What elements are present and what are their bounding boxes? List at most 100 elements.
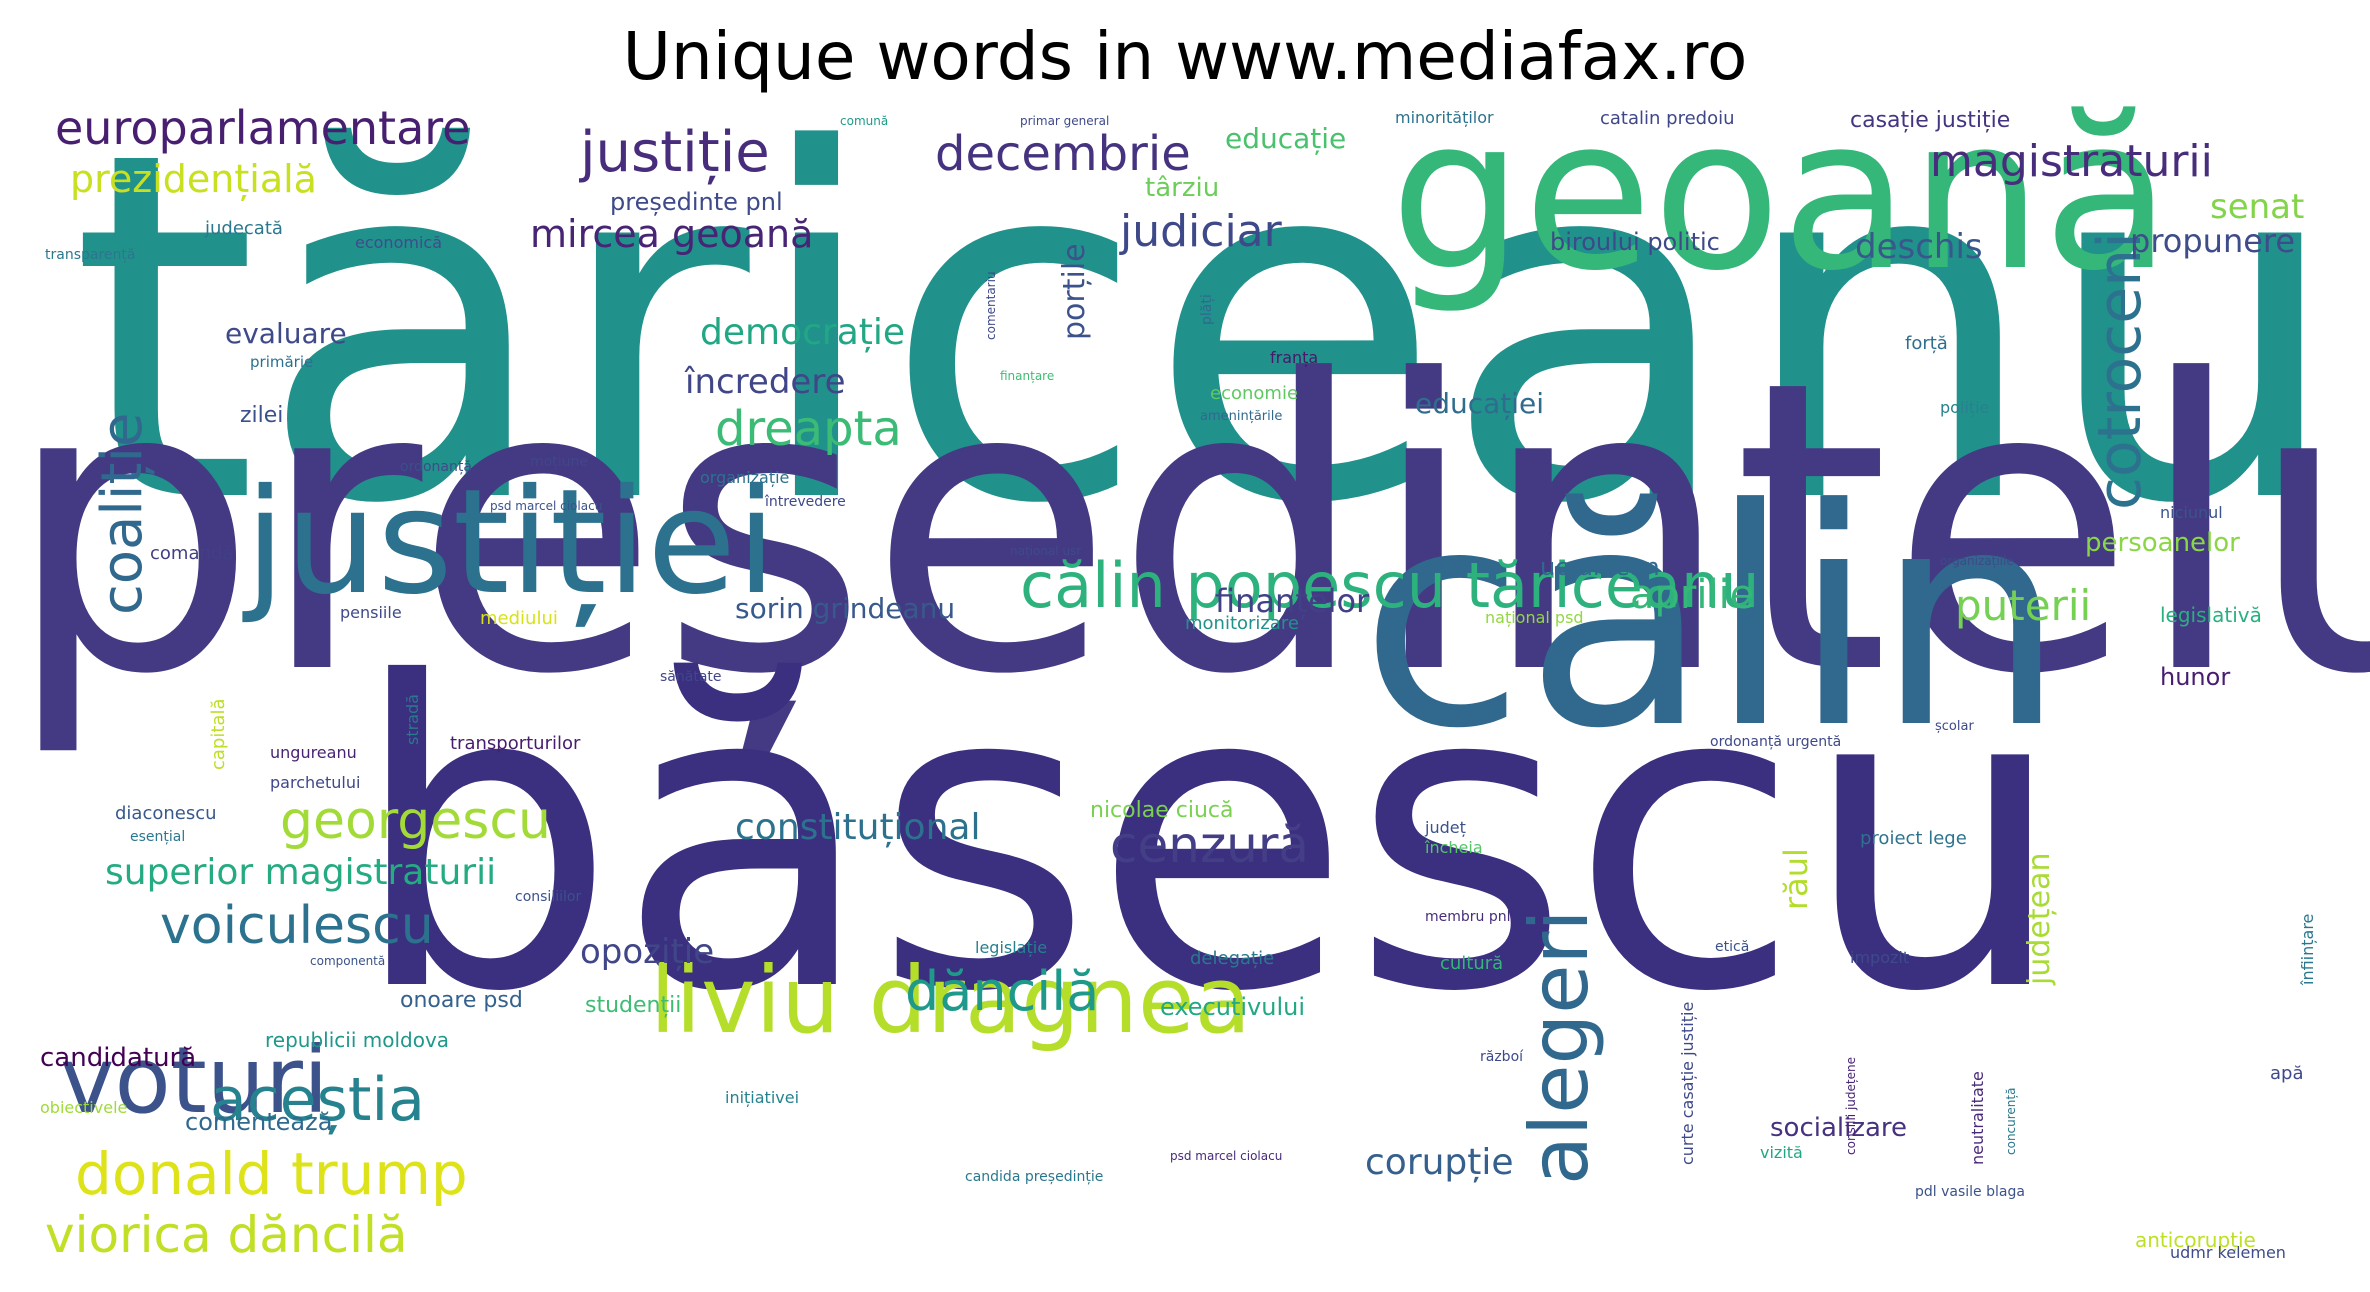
word-studentii: studenții (585, 993, 682, 1018)
word-socializare: socializare (1770, 1113, 1908, 1143)
word-cultura: cultură (1440, 953, 1504, 974)
word-primar-general: primar general (1020, 114, 1110, 128)
word-senat: senat (2210, 187, 2305, 227)
word-componenta: componentă (310, 954, 386, 968)
word-nicolae-ciuca: nicolae ciucă (1090, 798, 1234, 823)
word-judecata: judecată (205, 218, 283, 239)
word-superior-magistraturii: superior magistraturii (105, 852, 497, 893)
word-republicii-moldova: republicii moldova (265, 1028, 450, 1052)
word-strada: stradă (403, 694, 422, 745)
word-persoanelor: persoanelor (2085, 528, 2240, 558)
word-politie: poliție (1940, 398, 1990, 417)
word-ungureanu: ungureanu (270, 743, 357, 762)
word-national-psd: național psd (1485, 608, 1584, 627)
word-finantelor: finanțelor (1215, 582, 1370, 620)
word-infiintare: înființare (2298, 913, 2317, 985)
word-presedinte-pnl: președinte pnl (610, 188, 783, 216)
word-organizatiile: organizațiile (1940, 554, 2014, 568)
word-legislativa: legislativă (2160, 603, 2262, 627)
word-basescu: băsescu (350, 595, 2068, 1084)
word-incheia: încheia (1425, 838, 1483, 857)
word-presedintelui: președintelui (4, 297, 2370, 762)
word-opozitie: opoziție (580, 932, 715, 972)
word-raul: răul (1777, 848, 1815, 910)
word-coruptie: corupție (1365, 1142, 1514, 1183)
word-transparenta: transparență (45, 247, 136, 263)
word-dreapta: dreapta (715, 401, 902, 457)
word-national-usr: național usr (1010, 544, 1082, 558)
word-geoana: geoană (1390, 72, 2172, 317)
word-pensiile: pensiile (340, 603, 402, 622)
word-magistraturii: magistraturii (1930, 136, 2213, 187)
word-scolar: școlar (1935, 719, 1974, 734)
word-executivului: executivului (1160, 993, 1306, 1021)
word-voturi: voturi (60, 1027, 329, 1134)
word-sanatate: sănătate (660, 669, 722, 685)
word-aprilie: aprilie (1630, 572, 1755, 618)
word-economie: economie (1210, 383, 1299, 404)
word-delegatie: delegație (1190, 948, 1275, 969)
word-tariceanu: tăriceanu (70, 50, 2345, 609)
word-ordonanta-urgenta: ordonanță urgentă (1710, 734, 1842, 750)
word-niciunul: niciunul (2160, 503, 2223, 522)
word-intrevedere: întrevedere (765, 494, 846, 510)
word-judetean: județean (2022, 852, 2057, 985)
word-parchetului: parchetului (270, 773, 361, 792)
word-voiculescu: voiculescu (160, 896, 434, 956)
word-finantare: finanțare (1000, 369, 1055, 383)
word-legislatie: legislație (975, 938, 1048, 957)
word-etica: etică (1715, 939, 1750, 955)
word-obiectivele: obiectivele (40, 1098, 128, 1117)
word-cotroceni: cotroceni (2085, 232, 2155, 510)
word-consilii-judetene: consilii județene (1844, 1057, 1858, 1155)
word-amenintarile: amenințările (1200, 409, 1283, 424)
word-monitorizare: monitorizare (1185, 613, 1299, 634)
word-comuna: comună (840, 114, 889, 128)
word-acestia: aceștia (210, 1065, 425, 1135)
word-consiliilor: consiliilor (515, 889, 582, 905)
word-comanda: comandă (150, 543, 234, 564)
word-dancila: dăncilă (905, 960, 1100, 1023)
word-candida-presedintie: candida președinție (965, 1169, 1104, 1185)
word-deschis: deschis (1855, 227, 1983, 267)
word-tarziu: târziu (1145, 173, 1220, 203)
word-impozit: impozit (1850, 948, 1910, 967)
word-concurenta: concurență (2004, 1087, 2018, 1155)
word-neutralitate: neutralitate (1968, 1071, 1987, 1165)
word-puterii: puterii (1955, 581, 2092, 630)
word-onoare-psd: onoare psd (400, 988, 523, 1013)
word-liviu-dragnea: liviu dragnea (650, 947, 1251, 1054)
word-hunor: hunor (2160, 663, 2231, 691)
word-curte-casatie-justitie: curte casație justiție (1678, 1001, 1697, 1165)
word-ordonanta: ordonanță (400, 459, 472, 475)
word-alegeri: alegeri (1513, 909, 1606, 1185)
word-economica: economică (355, 233, 442, 252)
word-razboi: războí (1480, 1049, 1524, 1065)
word-esential: esențial (130, 829, 186, 845)
word-transporturilor: transporturilor (450, 733, 581, 754)
word-comentariu: comentariu (984, 271, 998, 340)
word-apa: apă (2270, 1063, 2304, 1084)
word-democratie: democrație (700, 312, 906, 353)
word-mircea-geoana: mircea geoană (530, 212, 814, 256)
word-donald-trump: donald trump (75, 1140, 468, 1208)
word-prezidentiala: prezidențială (70, 157, 317, 201)
word-portile: porțile (1057, 243, 1092, 340)
word-diaconescu: diaconescu (115, 803, 217, 824)
word-cenzura: cenzură (1110, 816, 1310, 874)
word-casatie-justitie: casație justiție (1850, 108, 2011, 133)
word-ucrainean: ucrainean (1540, 553, 1660, 581)
word-plati: plăți (1199, 294, 1215, 325)
word-catalin-predoiu: catalin predoiu (1600, 108, 1735, 129)
word-anticoruptie: anticorupție (2135, 1228, 2256, 1252)
word-udmr-kelemen: udmr kelemen (2170, 1243, 2286, 1262)
word-mediului: mediului (480, 608, 558, 629)
word-initiativei: inițiativei (725, 1088, 800, 1107)
word-educatie: educație (1225, 122, 1347, 155)
word-judiciar: judiciar (1120, 206, 1282, 257)
word-justitie: justiție (580, 120, 770, 185)
word-proiect-lege: proiect lege (1860, 828, 1967, 849)
word-justitiei: justiției (245, 458, 777, 627)
word-calin: călin (1360, 445, 2066, 794)
